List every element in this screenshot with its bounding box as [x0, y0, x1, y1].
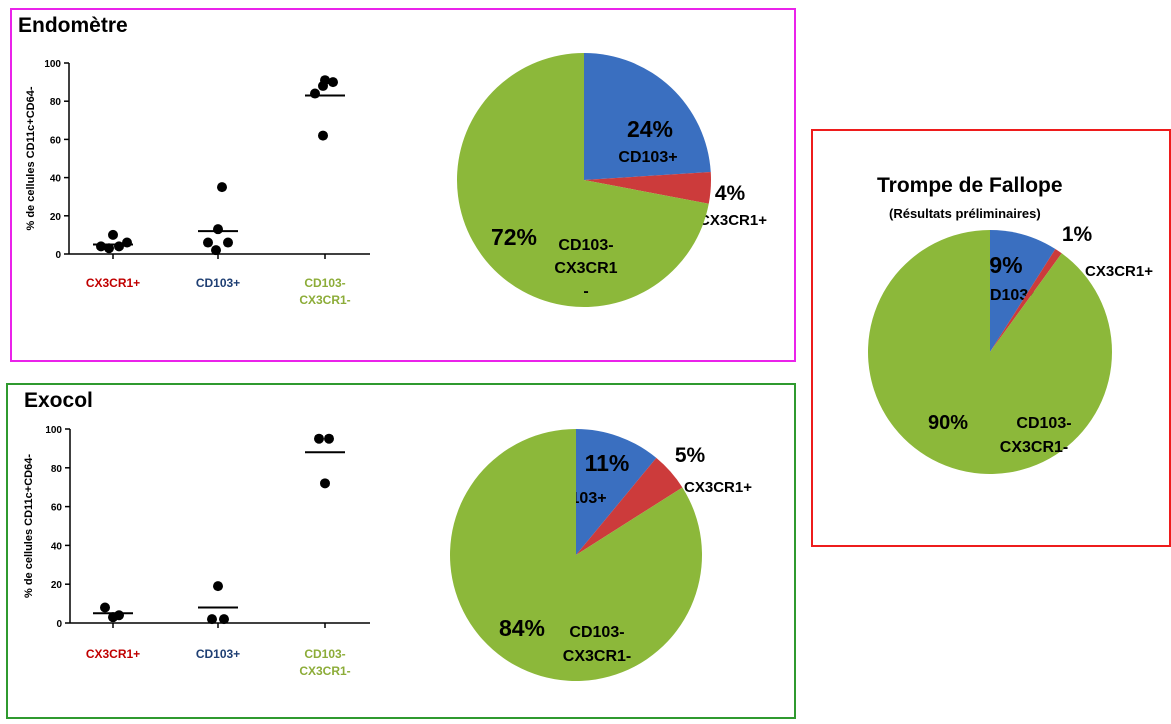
- pie-slice: [584, 53, 711, 180]
- pie-slice-label: CD103-: [558, 237, 613, 254]
- y-tick-label: 20: [50, 212, 62, 223]
- panel-title-exocol: Exocol: [24, 389, 93, 412]
- y-tick-label: 40: [50, 174, 62, 185]
- data-point: [207, 614, 217, 625]
- x-category-label: CD103+: [196, 276, 240, 290]
- y-tick-label: 100: [45, 425, 62, 436]
- panel-trompe: [811, 129, 1171, 547]
- pie-slice-label: CX3CR1-: [1000, 439, 1068, 456]
- pie-percent-label: 5%: [675, 444, 706, 467]
- pie-slice: [457, 53, 709, 308]
- data-point: [328, 77, 338, 88]
- data-point: [314, 433, 324, 444]
- data-point: [219, 614, 229, 625]
- x-category-label: CD103-: [304, 276, 345, 290]
- pie-percent-label: 9%: [989, 252, 1022, 278]
- panel-exocol: [6, 383, 796, 719]
- data-point: [213, 224, 223, 235]
- pie-slice: [990, 248, 1062, 352]
- pie-slice-label: CX3CR1+: [1085, 263, 1153, 280]
- data-point: [223, 237, 233, 248]
- panel-subtitle-trompe: (Résultats préliminaires): [889, 206, 1041, 221]
- y-tick-label: 0: [56, 619, 62, 630]
- y-axis-label: % de cellules CD11c+CD64-: [25, 86, 37, 230]
- x-category-label: CD103+: [196, 647, 240, 661]
- data-point: [318, 130, 328, 141]
- data-point: [320, 478, 330, 489]
- pie-slice: [576, 457, 683, 555]
- data-point: [104, 243, 114, 254]
- y-tick-label: 40: [51, 541, 63, 552]
- pie-slice-label: CX3CR1-: [563, 648, 631, 665]
- pie-slice-label: CX3CR1+: [684, 479, 752, 496]
- data-point: [122, 237, 132, 248]
- pie-percent-label: 90%: [928, 412, 968, 434]
- data-point: [217, 182, 227, 193]
- data-point: [203, 237, 213, 248]
- pie-percent-label: 4%: [715, 182, 746, 205]
- y-tick-label: 0: [55, 250, 61, 261]
- data-point: [114, 610, 124, 621]
- y-tick-label: 80: [51, 464, 63, 475]
- y-tick-label: 80: [50, 97, 62, 108]
- y-tick-label: 60: [51, 503, 63, 514]
- panel-title-endometre: Endomètre: [18, 14, 128, 37]
- pie-percent-label: 84%: [499, 615, 545, 641]
- pie-slice: [576, 429, 657, 555]
- pie-slice-label: CD103-: [569, 624, 624, 641]
- data-point: [310, 88, 320, 99]
- pie-slice: [990, 230, 1056, 352]
- pie-percent-label: 24%: [627, 116, 673, 142]
- x-category-label: CX3CR1-: [299, 664, 350, 678]
- pie-slice: [867, 230, 1112, 474]
- x-category-label: CX3CR1+: [86, 647, 140, 661]
- data-point: [211, 245, 221, 256]
- y-tick-label: 20: [51, 580, 63, 591]
- y-axis-label: % de cellules CD11c+CD64-: [23, 454, 35, 598]
- pie-slice-label: CX3CR1: [554, 260, 617, 277]
- panel-title-trompe: Trompe de Fallope: [877, 174, 1063, 197]
- data-point: [320, 75, 330, 86]
- pie-slice-label: CD103+: [618, 149, 677, 166]
- x-category-label: CX3CR1+: [86, 276, 140, 290]
- pie-percent-label: 11%: [585, 450, 630, 476]
- pie-slice-label: CX3CR1+: [699, 212, 767, 229]
- y-tick-label: 100: [44, 59, 61, 70]
- x-category-label: CX3CR1-: [299, 293, 350, 307]
- pie-slice-label: CD103-: [1016, 415, 1071, 432]
- data-point: [100, 602, 110, 613]
- pie-slice-label: -: [583, 283, 588, 300]
- data-point: [108, 229, 118, 240]
- pie-percent-label: 72%: [491, 224, 537, 250]
- pie-slice-label: CD103+: [978, 287, 1037, 304]
- pie-slice: [450, 429, 702, 681]
- x-category-label: CD103-: [304, 647, 345, 661]
- pie-slice: [584, 172, 711, 204]
- data-point: [324, 433, 334, 444]
- data-point: [213, 581, 223, 592]
- panel-endometre: [10, 8, 796, 362]
- pie-percent-label: 1%: [1062, 223, 1093, 246]
- y-tick-label: 60: [50, 135, 62, 146]
